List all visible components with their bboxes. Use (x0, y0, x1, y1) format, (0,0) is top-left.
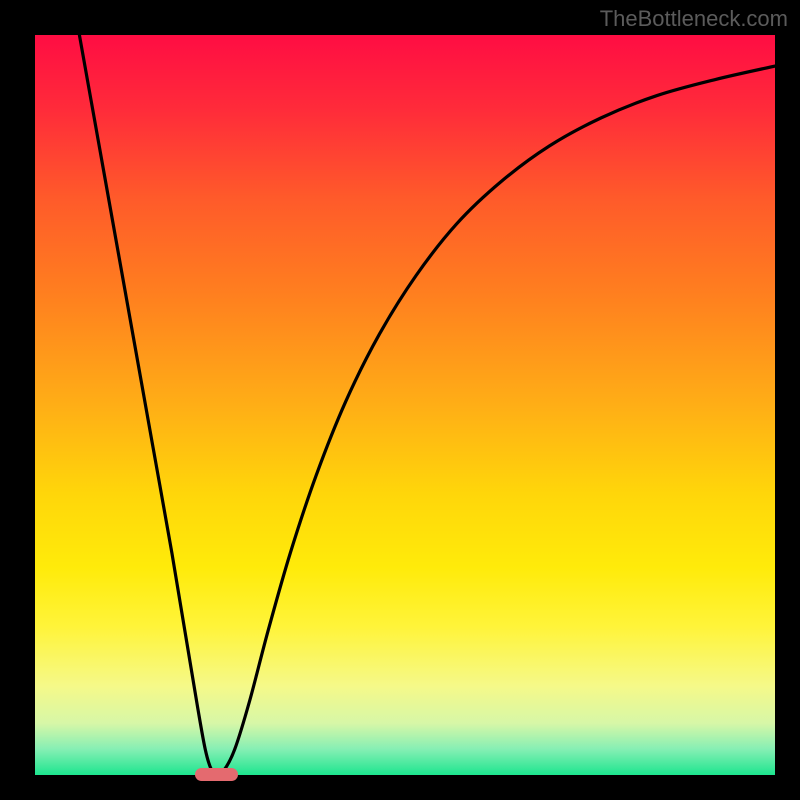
plot-area (35, 35, 775, 775)
curve-svg (35, 35, 775, 775)
watermark-text: TheBottleneck.com (600, 6, 788, 32)
bottleneck-curve (79, 35, 775, 774)
minimum-marker (195, 768, 238, 781)
chart-container: TheBottleneck.com (0, 0, 800, 800)
